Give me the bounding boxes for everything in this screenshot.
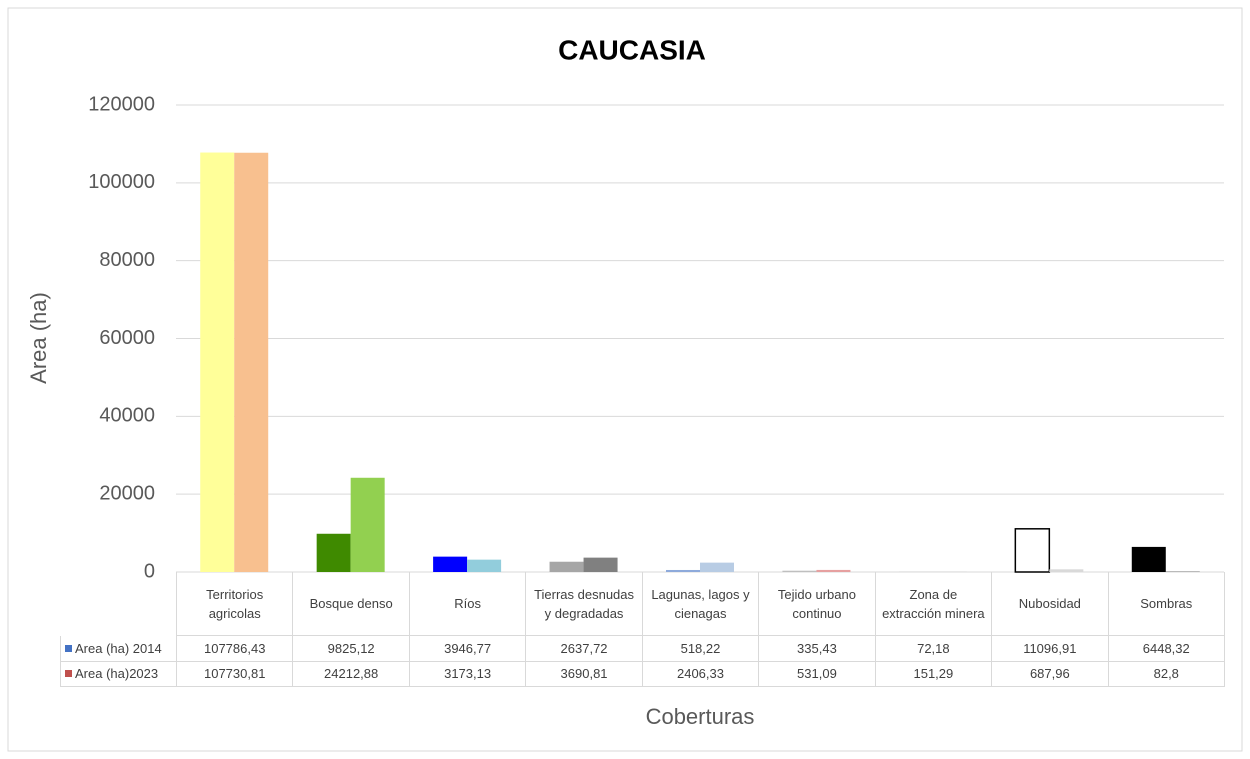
series-label-cell: Area (ha)2023 <box>60 661 177 687</box>
bar <box>433 556 468 572</box>
y-tick-label: 80000 <box>99 249 155 271</box>
value-cell-text: 9825,12 <box>327 641 375 656</box>
value-cell-text: 3173,13 <box>444 666 492 681</box>
value-cell: 3173,13 <box>408 661 527 687</box>
bar <box>549 561 584 572</box>
bar <box>350 477 385 572</box>
category-cell: Zona de extracción minera <box>874 572 993 636</box>
bar <box>583 557 618 572</box>
value-cell-text: 2637,72 <box>560 641 608 656</box>
legend-key <box>65 645 72 652</box>
value-cell-text: 107786,43 <box>203 641 266 656</box>
y-tick-label: 0 <box>144 560 155 582</box>
bar <box>234 152 269 572</box>
value-cell: 518,22 <box>641 636 760 662</box>
bar <box>1049 569 1084 572</box>
category-cell-text: Sombras <box>1140 596 1193 611</box>
value-cell: 107730,81 <box>176 661 294 687</box>
y-tick-label: 60000 <box>99 327 155 349</box>
bar <box>782 570 817 572</box>
value-cell: 531,09 <box>758 661 876 687</box>
value-cell-text: 24212,88 <box>324 666 379 681</box>
value-cell: 11096,91 <box>991 636 1109 662</box>
value-cell-text: 11096,91 <box>1023 641 1077 656</box>
value-cell-text: 3690,81 <box>560 666 608 681</box>
value-cell: 82,8 <box>1107 661 1225 687</box>
category-cell: Tierras desnudas y degradadas <box>525 572 643 636</box>
value-cell-text: 3946,77 <box>444 641 492 656</box>
category-cell-text: Tierras desnudas y degradadas <box>534 586 635 621</box>
value-cell-text: 151,29 <box>913 666 954 681</box>
legend-key <box>65 670 72 677</box>
value-cell: 3946,77 <box>408 636 527 662</box>
value-cell-text: 107730,81 <box>203 666 266 681</box>
category-cell-text: Lagunas, lagos y cienagas <box>651 586 750 621</box>
y-tick-label: 20000 <box>99 482 155 504</box>
value-cell: 107786,43 <box>176 636 294 662</box>
category-cell-text: Tejido urbano continuo <box>777 586 856 621</box>
y-axis-title: Area (ha) <box>26 292 51 384</box>
y-tick-label: 100000 <box>88 171 155 193</box>
value-cell-text: 687,96 <box>1029 666 1070 681</box>
category-cell: Sombras <box>1107 572 1225 636</box>
bar <box>816 569 851 572</box>
category-cell-text: Nubosidad <box>1018 596 1081 611</box>
value-cell: 151,29 <box>874 661 993 687</box>
legend-label: Area (ha)2023 <box>75 666 159 681</box>
value-cell-text: 6448,32 <box>1142 641 1190 656</box>
category-cell: Bosque denso <box>292 572 410 636</box>
value-cell-text: 2406,33 <box>676 666 724 681</box>
y-tick-label: 120000 <box>88 93 155 115</box>
category-cell-text: Ríos <box>454 596 481 611</box>
value-cell-text: 72,18 <box>917 641 950 656</box>
value-cell-text: 518,22 <box>680 641 721 656</box>
category-cell: Ríos <box>408 572 527 636</box>
category-cell-text: Territorios agricolas <box>206 586 264 621</box>
value-cell: 687,96 <box>991 661 1109 687</box>
bar <box>932 571 967 572</box>
value-cell: 24212,88 <box>292 661 410 687</box>
y-tick-label: 40000 <box>99 405 155 427</box>
value-cell: 3690,81 <box>525 661 643 687</box>
bar <box>1014 528 1051 573</box>
bar <box>316 533 351 572</box>
bar <box>467 559 502 572</box>
category-cell-text: Zona de extracción minera <box>882 586 985 621</box>
value-cell: 2637,72 <box>525 636 643 662</box>
bar <box>200 152 235 573</box>
value-cell: 72,18 <box>874 636 993 662</box>
chart-title: CAUCASIA <box>558 34 706 65</box>
series-label-cell: Area (ha) 2014 <box>60 636 177 662</box>
category-cell: Lagunas, lagos y cienagas <box>641 572 760 636</box>
value-cell: 2406,33 <box>641 661 760 687</box>
legend-label: Area (ha) 2014 <box>75 641 162 656</box>
value-cell: 9825,12 <box>292 636 410 662</box>
value-cell: 335,43 <box>758 636 876 662</box>
category-cell: Nubosidad <box>991 572 1109 636</box>
value-cell-text: 82,8 <box>1153 666 1179 681</box>
category-cell-text: Bosque denso <box>309 596 393 611</box>
value-cell-text: 335,43 <box>797 641 837 656</box>
bar <box>700 562 734 572</box>
x-axis-title: Coberturas <box>646 704 755 729</box>
bar <box>666 569 700 572</box>
bar <box>1131 546 1166 572</box>
value-cell-text: 531,09 <box>797 666 837 681</box>
category-cell: Territorios agricolas <box>176 572 294 636</box>
category-cell: Tejido urbano continuo <box>758 572 876 636</box>
value-cell: 6448,32 <box>1107 636 1225 662</box>
